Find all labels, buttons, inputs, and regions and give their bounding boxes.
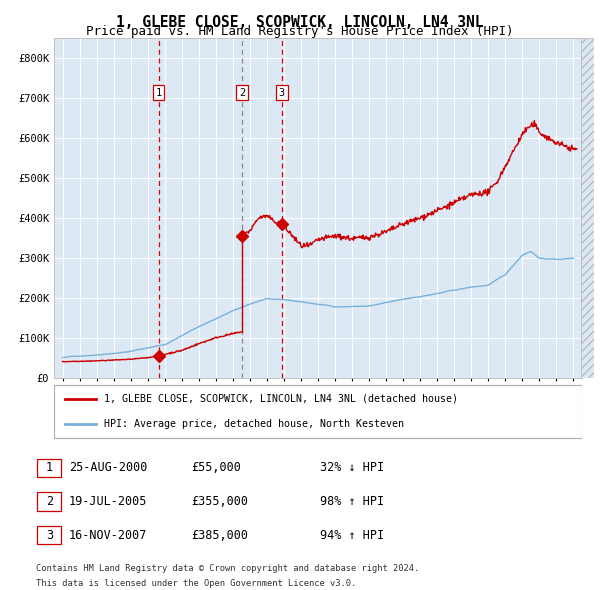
Text: 2: 2 <box>46 495 53 508</box>
Text: 25-AUG-2000: 25-AUG-2000 <box>68 461 147 474</box>
Text: 1, GLEBE CLOSE, SCOPWICK, LINCOLN, LN4 3NL: 1, GLEBE CLOSE, SCOPWICK, LINCOLN, LN4 3… <box>116 15 484 30</box>
Text: HPI: Average price, detached house, North Kesteven: HPI: Average price, detached house, Nort… <box>104 419 404 430</box>
Text: £355,000: £355,000 <box>191 495 248 508</box>
Text: Contains HM Land Registry data © Crown copyright and database right 2024.: Contains HM Land Registry data © Crown c… <box>35 564 419 573</box>
Text: 3: 3 <box>279 88 285 97</box>
Text: 19-JUL-2005: 19-JUL-2005 <box>68 495 147 508</box>
Text: 32% ↓ HPI: 32% ↓ HPI <box>320 461 384 474</box>
Text: Price paid vs. HM Land Registry's House Price Index (HPI): Price paid vs. HM Land Registry's House … <box>86 25 514 38</box>
Text: 94% ↑ HPI: 94% ↑ HPI <box>320 529 384 542</box>
Text: 1: 1 <box>46 461 53 474</box>
Text: This data is licensed under the Open Government Licence v3.0.: This data is licensed under the Open Gov… <box>35 579 356 588</box>
FancyBboxPatch shape <box>54 385 582 438</box>
FancyBboxPatch shape <box>581 38 594 378</box>
Text: 3: 3 <box>46 529 53 542</box>
Text: 1, GLEBE CLOSE, SCOPWICK, LINCOLN, LN4 3NL (detached house): 1, GLEBE CLOSE, SCOPWICK, LINCOLN, LN4 3… <box>104 394 458 404</box>
Bar <box>37 526 61 545</box>
Text: 2: 2 <box>239 88 245 97</box>
Text: £55,000: £55,000 <box>191 461 241 474</box>
Bar <box>37 458 61 477</box>
Text: £385,000: £385,000 <box>191 529 248 542</box>
Bar <box>37 492 61 511</box>
Text: 98% ↑ HPI: 98% ↑ HPI <box>320 495 384 508</box>
Text: 16-NOV-2007: 16-NOV-2007 <box>68 529 147 542</box>
Text: 1: 1 <box>155 88 162 97</box>
